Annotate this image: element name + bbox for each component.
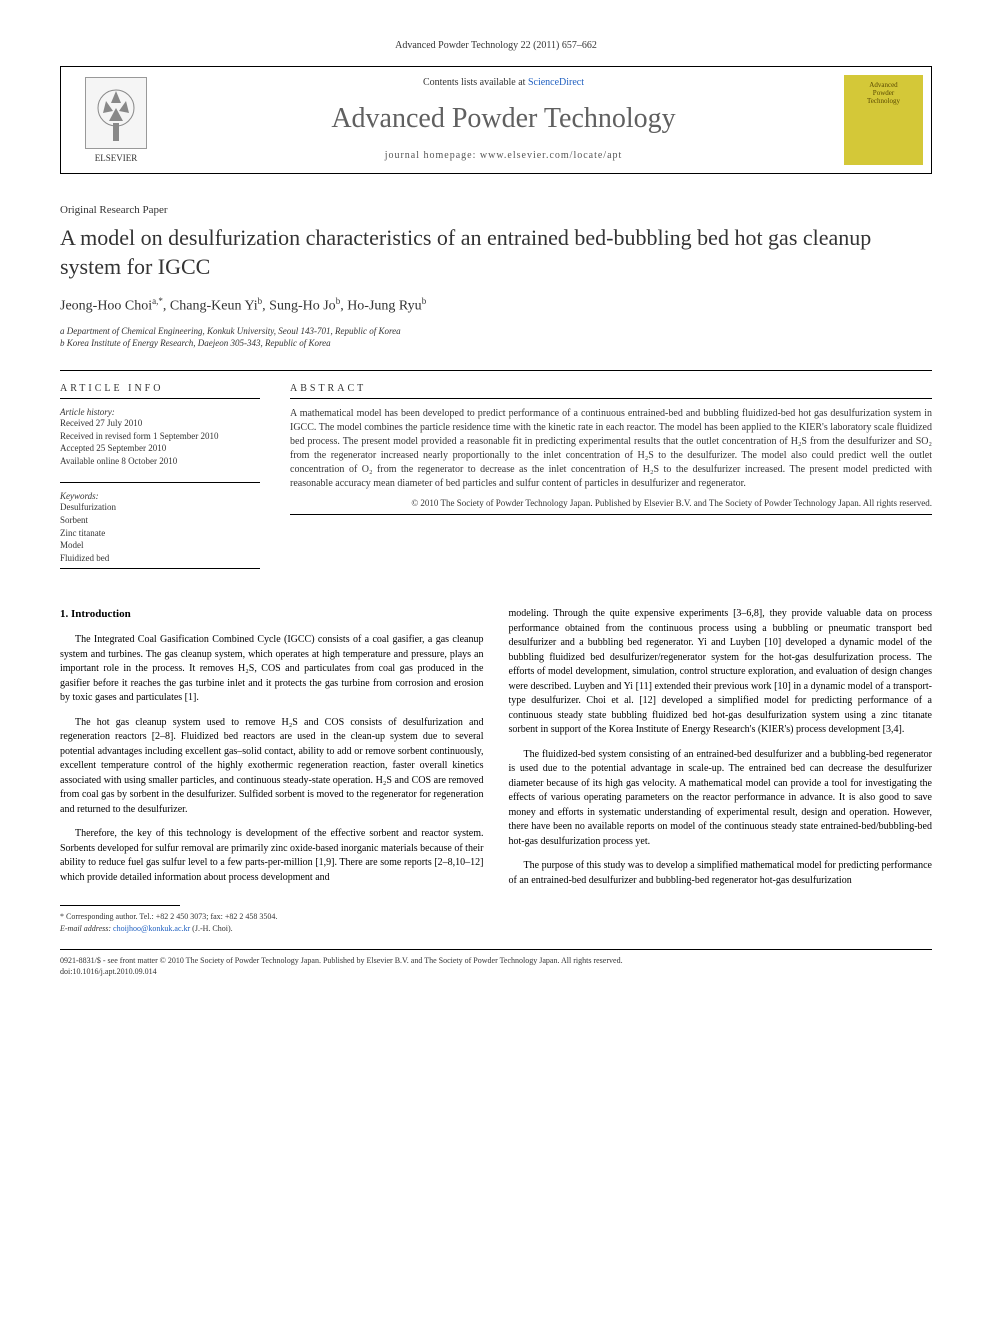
accepted-date: Accepted 25 September 2010: [60, 442, 260, 455]
paragraph-1: The Integrated Coal Gasification Combine…: [60, 633, 484, 706]
elsevier-logo-block: ELSEVIER: [61, 67, 171, 173]
corresponding-author-note: * Corresponding author. Tel.: +82 2 450 …: [60, 911, 484, 922]
email-link[interactable]: choijhoo@konkuk.ac.kr: [113, 924, 190, 933]
abstract-bottom-rule: [290, 514, 932, 515]
keywords-label: Keywords:: [60, 491, 260, 501]
email-suffix: (J.-H. Choi).: [190, 924, 232, 933]
header-center: Contents lists available at ScienceDirec…: [171, 67, 836, 173]
author-1-sup: a,*: [152, 296, 163, 306]
article-info-header: ARTICLE INFO: [60, 383, 260, 394]
article-type: Original Research Paper: [60, 204, 932, 216]
paragraph-5: The fluidized-bed system consisting of a…: [509, 748, 933, 850]
author-4: , Ho-Jung Ryu: [340, 299, 422, 314]
page-container: Advanced Powder Technology 22 (2011) 657…: [0, 0, 992, 1017]
body-two-column: 1. Introduction The Integrated Coal Gasi…: [60, 607, 932, 933]
paragraph-3: Therefore, the key of this technology is…: [60, 827, 484, 885]
keyword-4: Model: [60, 539, 260, 552]
revised-date: Received in revised form 1 September 201…: [60, 430, 260, 443]
author-2: , Chang-Keun Yi: [163, 299, 258, 314]
article-info-column: ARTICLE INFO Article history: Received 2…: [60, 383, 260, 577]
keyword-5: Fluidized bed: [60, 552, 260, 565]
section-1-heading: 1. Introduction: [60, 607, 484, 623]
header-citation: Advanced Powder Technology 22 (2011) 657…: [60, 40, 932, 51]
divider-rule: [60, 370, 932, 371]
cover-line-1: Advanced: [869, 81, 897, 89]
affiliations: a Department of Chemical Engineering, Ko…: [60, 325, 932, 350]
abstract-text: A mathematical model has been developed …: [290, 407, 932, 491]
footnote-rule: [60, 905, 180, 906]
abstract-rule: [290, 398, 932, 399]
elsevier-tree-icon: [85, 77, 147, 149]
online-date: Available online 8 October 2010: [60, 455, 260, 468]
keyword-2: Sorbent: [60, 514, 260, 527]
article-title: A model on desulfurization characteristi…: [60, 224, 932, 281]
affiliation-a: a Department of Chemical Engineering, Ko…: [60, 325, 932, 338]
email-label: E-mail address:: [60, 924, 113, 933]
footer-rule: [60, 949, 932, 950]
journal-homepage-line: journal homepage: www.elsevier.com/locat…: [181, 150, 826, 161]
abstract-copyright: © 2010 The Society of Powder Technology …: [290, 497, 932, 510]
author-1: Jeong-Hoo Choi: [60, 299, 152, 314]
body-left-column: 1. Introduction The Integrated Coal Gasi…: [60, 607, 484, 933]
paragraph-2: The hot gas cleanup system used to remov…: [60, 716, 484, 818]
info-bottom-rule: [60, 568, 260, 569]
keyword-3: Zinc titanate: [60, 527, 260, 540]
contents-available-line: Contents lists available at ScienceDirec…: [181, 77, 826, 88]
contents-prefix: Contents lists available at: [423, 77, 528, 88]
paragraph-4: modeling. Through the quite expensive ex…: [509, 607, 933, 738]
cover-line-2: Powder: [873, 89, 894, 97]
email-footnote: E-mail address: choijhoo@konkuk.ac.kr (J…: [60, 923, 484, 934]
history-label: Article history:: [60, 407, 260, 417]
abstract-header: ABSTRACT: [290, 383, 932, 394]
paragraph-6: The purpose of this study was to develop…: [509, 859, 933, 888]
info-rule: [60, 398, 260, 399]
sciencedirect-link[interactable]: ScienceDirect: [528, 77, 584, 88]
footer-doi: doi:10.1016/j.apt.2010.09.014: [60, 966, 932, 977]
journal-cover-thumbnail: Advanced Powder Technology: [844, 75, 923, 165]
received-date: Received 27 July 2010: [60, 417, 260, 430]
abstract-column: ABSTRACT A mathematical model has been d…: [290, 383, 932, 577]
journal-header-box: ELSEVIER Contents lists available at Sci…: [60, 66, 932, 174]
keywords-rule: [60, 482, 260, 483]
keyword-1: Desulfurization: [60, 501, 260, 514]
elsevier-brand-text: ELSEVIER: [95, 153, 138, 163]
author-4-sup: b: [422, 296, 427, 306]
author-3: , Sung-Ho Jo: [262, 299, 336, 314]
author-list: Jeong-Hoo Choia,*, Chang-Keun Yi b , Sung-…: [60, 296, 932, 315]
cover-line-3: Technology: [867, 97, 900, 105]
footer-copyright: 0921-8831/$ - see front matter © 2010 Th…: [60, 955, 932, 966]
keywords-block: Keywords: Desulfurization Sorbent Zinc t…: [60, 482, 260, 564]
affiliation-b: b Korea Institute of Energy Research, Da…: [60, 337, 932, 350]
journal-name: Advanced Powder Technology: [181, 103, 826, 135]
body-right-column: modeling. Through the quite expensive ex…: [509, 607, 933, 933]
info-abstract-row: ARTICLE INFO Article history: Received 2…: [60, 383, 932, 577]
